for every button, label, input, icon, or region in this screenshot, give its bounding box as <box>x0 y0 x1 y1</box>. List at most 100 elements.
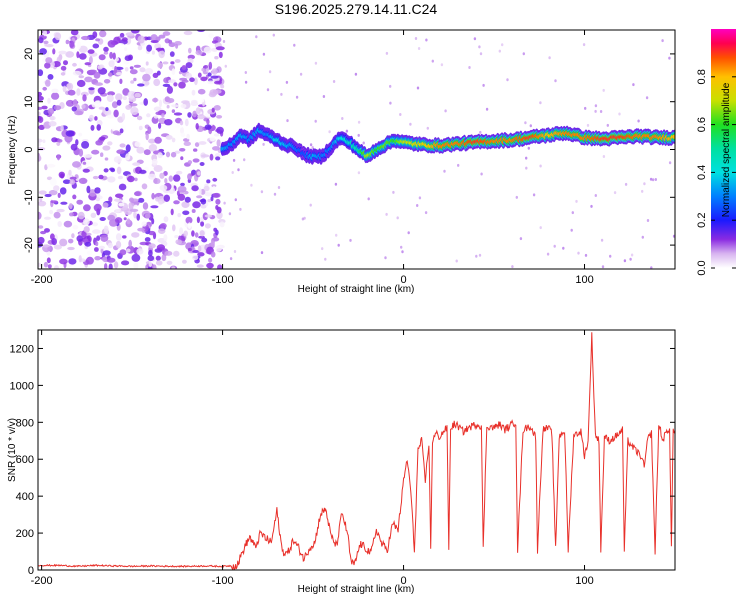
heatmap-noise-cell <box>72 194 77 200</box>
heatmap-noise-cell <box>122 96 128 101</box>
heatmap-noise-cell <box>148 249 153 257</box>
heatmap-noise-cell <box>38 142 42 147</box>
heatmap-noise-cell <box>124 55 132 61</box>
heatmap-faint-cell <box>506 78 509 82</box>
heatmap-noise-cell <box>130 107 139 115</box>
heatmap-noise-cell <box>171 68 176 75</box>
heatmap-noise-cell <box>98 174 104 180</box>
heatmap-faint-cell <box>473 37 477 41</box>
heatmap-noise-cell <box>201 237 208 243</box>
heatmap-noise-cell <box>86 185 91 194</box>
heatmap-noise-cell <box>181 201 190 209</box>
heatmap-faint-cell <box>314 119 317 123</box>
heatmap-noise-cell <box>117 175 123 180</box>
heatmap-faint-cell <box>637 119 640 123</box>
heatmap-noise-cell <box>136 213 140 221</box>
heatmap-noise-cell <box>88 56 93 65</box>
heatmap-noise-cell <box>136 115 143 121</box>
heatmap-noise-cell <box>72 161 81 168</box>
y-tick-label: 400 <box>16 491 34 503</box>
heatmap-noise-cell <box>144 213 151 219</box>
heatmap-noise-cell <box>92 222 98 227</box>
heatmap-noise-cell <box>153 106 162 112</box>
heatmap-noise-cell <box>174 41 182 46</box>
heatmap-noise-cell <box>170 151 177 158</box>
heatmap-faint-cell <box>554 79 557 83</box>
heatmap-noise-cell <box>114 65 118 74</box>
heatmap-faint-cell <box>575 199 578 203</box>
heatmap-noise-cell <box>194 77 198 86</box>
heatmap-noise-cell <box>142 202 149 210</box>
heatmap-noise-cell <box>84 76 93 83</box>
heatmap-noise-cell <box>213 105 221 111</box>
heatmap-noise-cell <box>133 262 139 269</box>
heatmap-noise-cell <box>71 106 78 112</box>
heatmap-noise-cell <box>174 125 183 129</box>
heatmap-noise-cell <box>217 264 223 269</box>
x-tick-label: 100 <box>575 274 593 286</box>
heatmap-noise-cell <box>126 218 131 225</box>
heatmap-faint-cell <box>268 70 272 74</box>
heatmap-faint-cell <box>384 256 387 260</box>
heatmap-noise-cell <box>90 212 97 218</box>
heatmap-faint-cell <box>524 121 527 125</box>
heatmap-faint-cell <box>630 253 634 257</box>
heatmap-noise-cell <box>92 31 98 39</box>
heatmap-noise-cell <box>148 173 156 180</box>
heatmap-faint-cell <box>501 43 504 47</box>
heatmap-noise-cell <box>107 176 116 183</box>
heatmap-faint-cell <box>414 37 418 40</box>
heatmap-noise-cell <box>191 89 196 96</box>
heatmap-faint-cell <box>511 265 514 269</box>
heatmap-noise-cell <box>38 106 43 110</box>
heatmap-noise-cell <box>213 227 218 232</box>
heatmap-faint-cell <box>237 168 240 172</box>
heatmap-noise-cell <box>151 218 155 225</box>
heatmap-noise-cell <box>106 114 115 119</box>
heatmap-noise-cell <box>200 198 207 205</box>
heatmap-noise-cell <box>121 112 126 121</box>
heatmap-faint-cell <box>668 56 671 60</box>
heatmap-noise-cell <box>94 116 98 121</box>
heatmap-noise-cell <box>69 176 77 180</box>
heatmap-noise-cell <box>206 262 214 269</box>
heatmap-noise-cell <box>122 88 130 96</box>
heatmap-noise-cell <box>51 92 60 100</box>
heatmap-noise-cell <box>45 44 54 48</box>
heatmap-noise-cell <box>204 124 212 130</box>
heatmap-faint-cell <box>301 217 305 221</box>
heatmap-faint-cell <box>416 86 420 90</box>
snr-y-label: SNR (10 * v/v) <box>7 418 18 482</box>
heatmap-noise-cell <box>155 255 161 261</box>
heatmap-noise-cell <box>216 126 224 134</box>
heatmap-noise-cell <box>81 141 90 149</box>
heatmap-noise-cell <box>119 249 127 256</box>
heatmap-noise-cell <box>51 88 59 94</box>
heatmap-noise-cell <box>82 94 87 102</box>
heatmap-noise-cell <box>58 171 65 178</box>
heatmap-noise-cell <box>102 202 109 208</box>
heatmap-noise-cell <box>192 250 200 253</box>
heatmap-noise-cell <box>107 242 113 249</box>
heatmap-noise-cell <box>105 107 109 112</box>
heatmap-noise-cell <box>103 79 111 84</box>
heatmap-noise-cell <box>125 144 131 153</box>
heatmap-noise-cell <box>175 43 179 49</box>
heatmap-faint-cell <box>529 124 532 128</box>
heatmap-noise-cell <box>65 130 75 137</box>
heatmap-noise-cell <box>203 46 212 54</box>
heatmap-faint-cell <box>594 109 597 113</box>
heatmap-noise-cell <box>194 142 200 148</box>
heatmap-noise-cell <box>121 260 130 266</box>
heatmap-noise-cell <box>137 197 145 203</box>
heatmap-noise-cell <box>196 171 201 176</box>
heatmap-noise-cell <box>153 115 159 119</box>
heatmap-x-axis: -200 -100 0 100 <box>31 30 594 286</box>
heatmap-noise-cell <box>174 150 181 154</box>
heatmap-noise-cell <box>163 234 168 242</box>
heatmap-noise-cell <box>117 43 125 47</box>
heatmap-noise-cell <box>127 90 136 99</box>
heatmap-faint-cell <box>231 171 234 174</box>
heatmap-noise-cell <box>92 229 101 234</box>
heatmap-noise-cell <box>119 128 124 134</box>
